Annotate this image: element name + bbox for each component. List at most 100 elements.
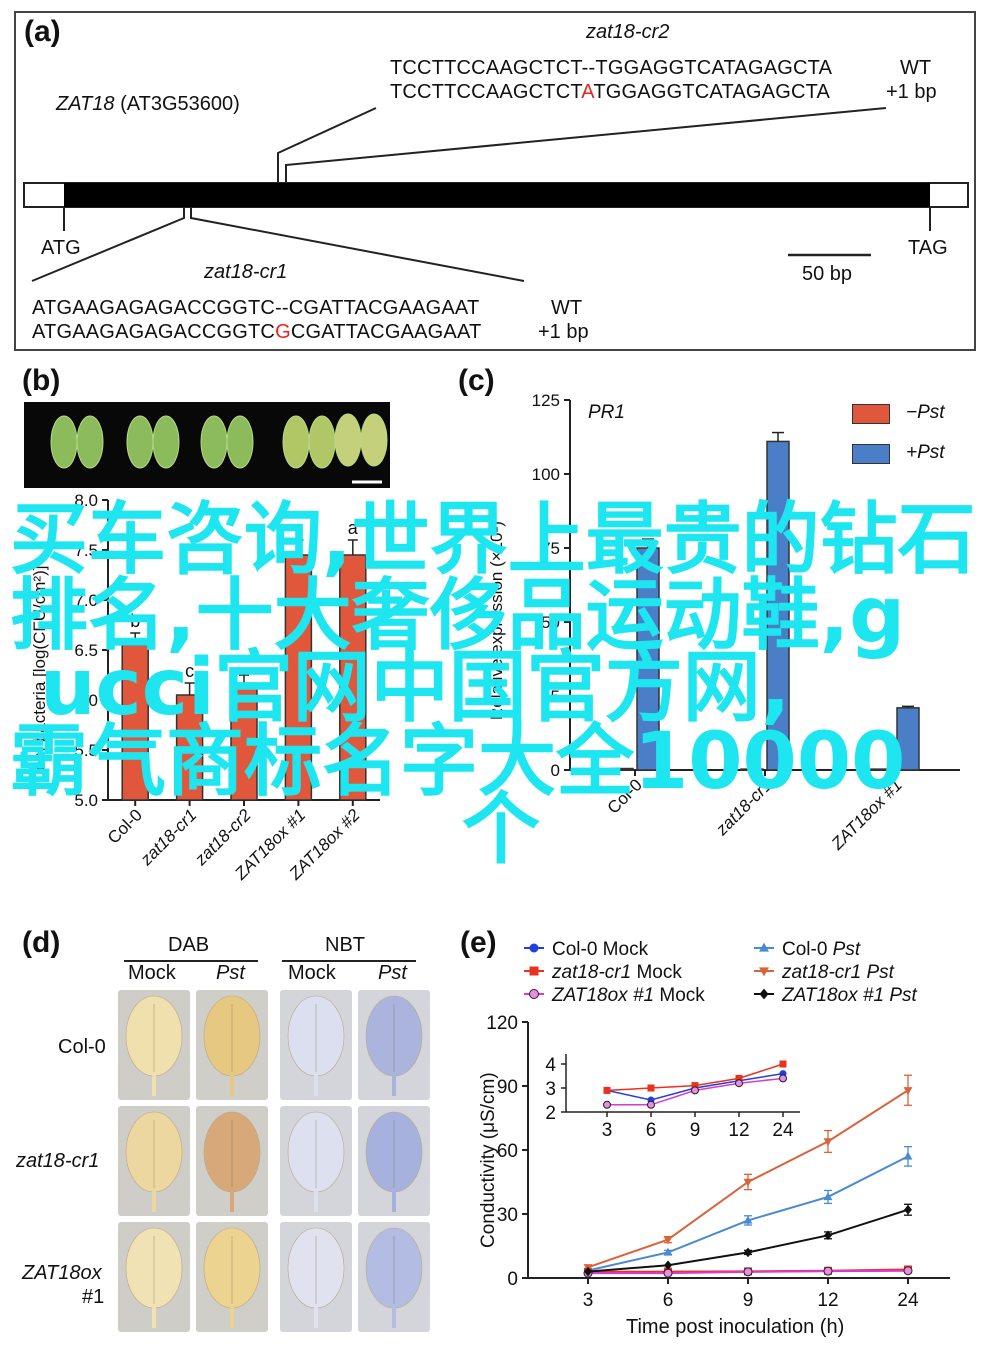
legend-marker — [529, 966, 539, 976]
c-ytick-label: 125 — [532, 391, 560, 410]
panel-a: (a) ZAT18 (AT3G53600) zat18-cr2 TCCTTCCA… — [14, 11, 976, 351]
e-data-point — [743, 1178, 753, 1187]
panel-e-ylabel: Conductivity (μS/cm) — [478, 1072, 499, 1248]
gene-locus: (AT3G53600) — [120, 93, 240, 115]
b-ytick-label: 6.0 — [74, 691, 98, 710]
leaf-photo — [24, 402, 390, 488]
c-ytick-label: 75 — [541, 539, 560, 558]
nbt-header: NBT — [325, 934, 365, 956]
legend-label: Col-0 Pst — [782, 939, 861, 960]
b-significance-letter: a — [348, 518, 359, 538]
e-data-point — [584, 1266, 592, 1277]
leaf-shape — [125, 995, 183, 1096]
cr2-mutant-sequence: TCCTTCCAAGCTCTATGGAGGTCATAGAGCTA — [390, 81, 830, 104]
panel-e-label: (e) — [460, 926, 497, 959]
e-data-point — [823, 1266, 833, 1276]
stained-leaf-image — [358, 990, 430, 1100]
staining-leaf-grid — [118, 990, 434, 1340]
inset-data-point — [691, 1086, 699, 1095]
legend-marker — [529, 989, 539, 999]
cr1-mutant-sequence: ATGAAGAGAGACCGGTCGCGATTACGAAGAAT — [32, 321, 481, 344]
panel-d-label: (d) — [22, 926, 61, 959]
b-ytick-label: 6.5 — [74, 641, 98, 660]
inset-background — [566, 1054, 800, 1112]
row-label-zat18ox: ZAT18ox — [22, 1262, 102, 1284]
inset-data-point — [779, 1074, 787, 1083]
leaf-shape — [365, 995, 423, 1096]
legend-markers: Col-0 Mock Col-0 Pst zat18-cr1 Mock zat18-c… — [524, 939, 918, 1006]
c-bar — [870, 768, 894, 771]
legend-label: ZAT18ox #1 Pst — [781, 985, 918, 1006]
leaf-shape — [203, 995, 261, 1096]
panel-e-legend: Col-0 Mock Col-0 Pst zat18-cr1 Mock zat18-c… — [520, 936, 980, 1016]
gene-model — [23, 107, 969, 282]
legend-marker — [759, 988, 769, 1000]
leaf-photo-drawing — [50, 413, 388, 484]
inset-xtick-label: 9 — [690, 1120, 701, 1141]
dab-header: DAB — [168, 934, 210, 956]
b-ytick-label: 8.0 — [74, 491, 98, 510]
col-header-nbt-pst: Pst — [378, 962, 407, 984]
gene-name: ZAT18 (AT3G53600) — [56, 93, 240, 116]
legend-marker — [759, 942, 769, 952]
stained-leaf-image — [118, 990, 190, 1100]
legend-swatch-plus — [852, 444, 890, 464]
stained-leaf-image — [196, 1106, 268, 1216]
legend-marker — [759, 967, 769, 977]
inset-data-point — [691, 1082, 699, 1090]
legend-label: ZAT18ox #1 Mock — [551, 985, 705, 1006]
gene-symbol: ZAT18 — [56, 93, 115, 115]
stained-leaf-image — [118, 1222, 190, 1332]
inset-xtick-label: 12 — [728, 1120, 749, 1141]
cr2-mut-label: +1 bp — [886, 81, 937, 103]
e-data-point — [903, 1087, 913, 1096]
b-bar — [284, 554, 313, 801]
e-data-point — [663, 1236, 673, 1245]
inset-data-point — [735, 1074, 743, 1082]
e-data-point — [823, 1192, 833, 1201]
inset-data-point — [647, 1084, 655, 1092]
c-bar — [766, 440, 790, 771]
overlay-line-1: 买车咨询,世界上最贵的钻石 — [10, 495, 976, 585]
e-xtick-label: 12 — [817, 1290, 838, 1311]
conductivity-line-chart: 0 30 60 90 120 3 6 9 12 24 2 3 4 3 6 9 12 24 — [486, 1013, 950, 1311]
stained-leaf-image — [196, 1222, 268, 1332]
inset-data-point — [647, 1100, 655, 1109]
legend-swatch-minus — [852, 404, 890, 424]
leaf-shape — [365, 1111, 423, 1212]
leaf-shape — [287, 1111, 345, 1212]
dab-divider — [124, 960, 258, 962]
c-ytick-label: 100 — [532, 465, 560, 484]
c-bar — [610, 767, 634, 771]
overlay-line-5: 个 — [462, 785, 541, 875]
stained-leaf-image — [280, 1106, 352, 1216]
stained-leaf-image — [358, 1222, 430, 1332]
legend-label: zat18-cr1 Mock — [551, 962, 682, 983]
leaf-shape — [125, 1227, 183, 1328]
inset-ytick-label: 3 — [545, 1079, 556, 1100]
e-data-point — [744, 1247, 752, 1258]
b-ytick-label: 7.5 — [74, 541, 98, 560]
cr2-mut-pre: TCCTTCCAAGCTCT — [390, 81, 582, 103]
e-data-point — [663, 1247, 673, 1256]
c-ytick-label: 0 — [551, 761, 560, 780]
c-bar — [740, 768, 764, 771]
b-significance-letter: b — [130, 611, 140, 631]
panel-c-gene: PR1 — [588, 402, 625, 423]
inset-data-point — [779, 1060, 787, 1068]
b-bar — [339, 554, 367, 801]
inset-xtick-label: 24 — [772, 1120, 794, 1141]
b-xtick-label: Col-0 — [104, 805, 146, 847]
inset-data-point — [735, 1079, 743, 1088]
stained-leaf-image — [358, 1106, 430, 1216]
stained-leaf-image — [196, 990, 268, 1100]
cr1-label: zat18-cr1 — [204, 261, 288, 283]
nbt-divider — [282, 960, 416, 962]
stop-codon: TAG — [908, 237, 948, 259]
inset-xtick-label: 6 — [646, 1120, 657, 1141]
e-ytick-label: 90 — [497, 1077, 518, 1098]
e-data-point — [664, 1260, 672, 1270]
cr2-wt-label: WT — [900, 57, 932, 79]
inset-ytick-label: 4 — [545, 1055, 556, 1076]
